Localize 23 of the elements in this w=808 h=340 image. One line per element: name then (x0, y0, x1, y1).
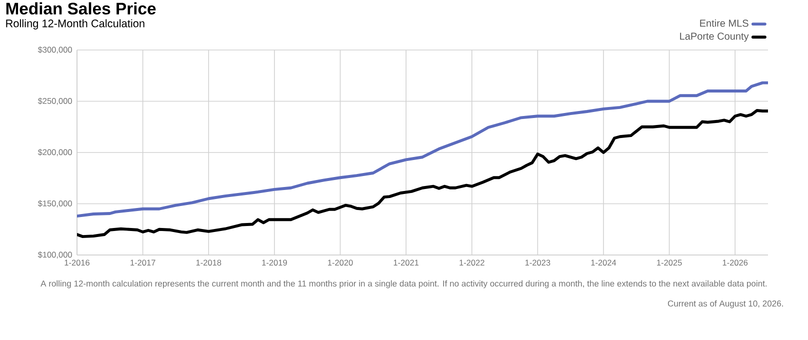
x-tick-label: 1-2026 (722, 260, 748, 266)
chart-title: Median Sales Price (6, 2, 156, 15)
x-tick-label: 1-2025 (657, 260, 682, 266)
y-tick-label: $100,000 (38, 251, 72, 259)
y-tick-label: $200,000 (38, 148, 72, 156)
x-tick-label: 1-2020 (328, 260, 353, 266)
y-tick-label: $150,000 (38, 200, 72, 208)
x-tick-label: 1-2024 (591, 260, 616, 266)
x-tick-label: 1-2023 (525, 260, 550, 266)
x-tick-label: 1-2021 (394, 260, 418, 266)
chart-subtitle: Rolling 12-Month Calculation (6, 19, 144, 30)
y-tick-label: $250,000 (38, 98, 72, 105)
x-tick-label: 1-2017 (130, 260, 156, 266)
legend-label: LaPorte County (680, 32, 749, 42)
x-tick-label: 1-2019 (262, 260, 287, 266)
x-tick-label: 1-2016 (64, 260, 90, 266)
legend-label: Entire MLS (700, 19, 748, 27)
y-tick-label: $300,000 (38, 46, 72, 54)
x-tick-label: 1-2018 (196, 260, 222, 266)
text: Current as of August 10, 2026. (668, 300, 783, 308)
x-tick-label: 1-2022 (460, 260, 484, 266)
line-series (77, 109, 768, 238)
text: A rolling 12-month calculation represents the current month and the 11 months prior in a single data point. If no activity occurred during a month, the line extends to the next available data point. (40, 280, 767, 288)
